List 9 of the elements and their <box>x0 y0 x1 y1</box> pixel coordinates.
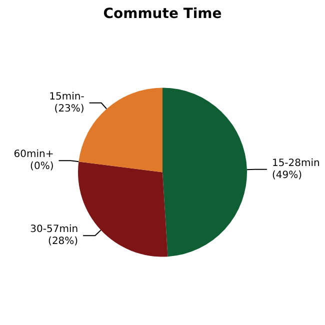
text: (0%) <box>30 161 54 172</box>
data-label: (28%) <box>48 236 78 248</box>
legend-label: 60min+ <box>14 149 54 160</box>
data-label: (23%) <box>54 103 84 114</box>
data-label: (49%) <box>272 170 302 181</box>
slice-label: 30-57min <box>30 224 78 236</box>
slice-label: 15min- <box>49 91 85 102</box>
slice-label: 15-28min <box>272 158 320 169</box>
chart-title: Commute Time <box>103 6 222 22</box>
